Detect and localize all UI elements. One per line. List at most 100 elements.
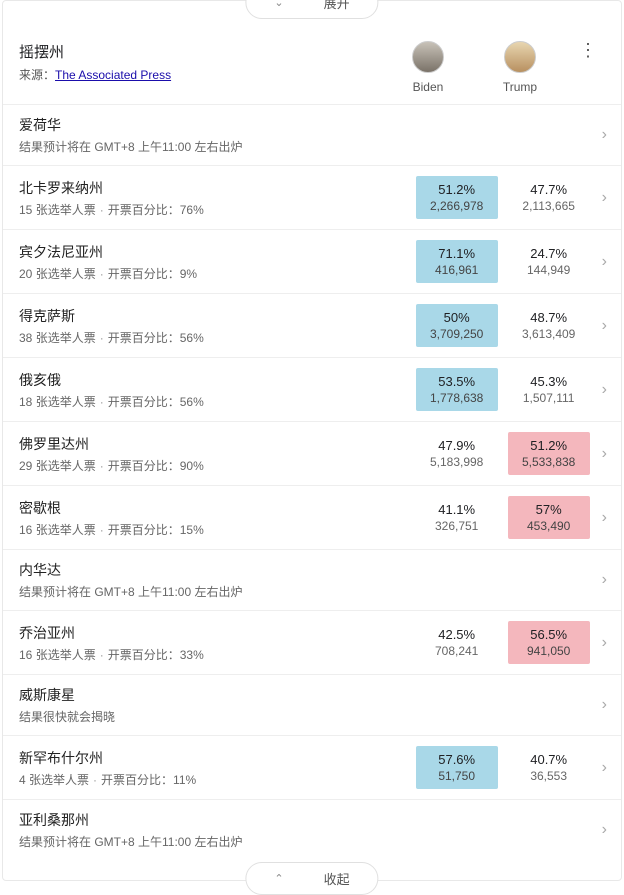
state-row[interactable]: 威斯康星结果很快就会揭晓›: [3, 674, 621, 735]
state-name: 亚利桑那州: [19, 810, 596, 830]
state-row[interactable]: 爱荷华结果预计将在 GMT+8 上午11:00 左右出炉›: [3, 104, 621, 165]
state-subtext: 结果预计将在 GMT+8 上午11:00 左右出炉: [19, 833, 596, 850]
chevron-right-icon: ›: [596, 317, 613, 335]
state-name: 内华达: [19, 560, 596, 580]
state-name: 宾夕法尼亚州: [19, 242, 416, 262]
electoral-votes-suffix: 张选举人票: [32, 331, 95, 345]
separator-dot: ·: [96, 523, 108, 537]
state-row[interactable]: 内华达结果预计将在 GMT+8 上午11:00 左右出炉›: [3, 549, 621, 610]
state-name: 乔治亚州: [19, 623, 416, 643]
reporting-prefix: 开票百分比：: [108, 395, 180, 409]
result-pct: 57.6%: [420, 752, 494, 767]
header-left: 摇摆州 来源：The Associated Press: [19, 41, 397, 83]
state-info: 得克萨斯 38 张选举人票·开票百分比：56%: [19, 306, 416, 346]
result-cell-trump: 48.7%3,613,409: [508, 304, 590, 347]
source-line: 来源：The Associated Press: [19, 66, 397, 83]
state-row[interactable]: 俄亥俄18 张选举人票·开票百分比：56%53.5%1,778,63845.3%…: [3, 357, 621, 421]
result-votes: 51,750: [420, 769, 494, 783]
candidate-biden-name: Biden: [397, 80, 459, 94]
result-pct: 56.5%: [512, 627, 586, 642]
chevron-right-icon: ›: [596, 634, 613, 652]
state-subtext: 29 张选举人票·开票百分比：90%: [19, 457, 416, 474]
state-name: 新罕布什尔州: [19, 748, 416, 768]
electoral-votes-suffix: 张选举人票: [26, 773, 89, 787]
reporting-value: 11%: [173, 773, 196, 787]
result-pct: 53.5%: [420, 374, 494, 389]
result-pct: 42.5%: [420, 627, 494, 642]
state-row[interactable]: 乔治亚州16 张选举人票·开票百分比：33%42.5%708,24156.5%9…: [3, 610, 621, 674]
reporting-prefix: 开票百分比：: [108, 648, 180, 662]
source-link[interactable]: The Associated Press: [55, 68, 171, 82]
result-cell-trump: 47.7%2,113,665: [508, 176, 590, 219]
result-cell-trump: 45.3% 1,507,111: [508, 368, 590, 411]
result-cell-trump: 57%453,490: [508, 496, 590, 539]
chevron-right-icon: ›: [596, 821, 613, 839]
electoral-votes: 16: [19, 648, 32, 662]
result-pct: 51.2%: [420, 182, 494, 197]
chevron-right-icon: ›: [596, 126, 613, 144]
state-info: 乔治亚州16 张选举人票·开票百分比：33%: [19, 623, 416, 663]
result-cell-biden: 71.1%416,961: [416, 240, 498, 283]
chevron-down-icon: ⌄: [274, 0, 283, 9]
state-name: 俄亥俄: [19, 370, 416, 390]
electoral-votes: 4: [19, 773, 26, 787]
electoral-votes-suffix: 张选举人票: [32, 203, 95, 217]
chevron-right-icon: ›: [596, 509, 613, 527]
chevron-right-icon: ›: [596, 571, 613, 589]
state-info: 宾夕法尼亚州20 张选举人票·开票百分比：9%: [19, 242, 416, 282]
collapse-button[interactable]: ⌃ 收起: [245, 862, 378, 895]
separator-dot: ·: [96, 267, 108, 281]
states-list: 爱荷华结果预计将在 GMT+8 上午11:00 左右出炉›北卡罗来纳州15 张选…: [3, 104, 621, 860]
result-votes: 36,553: [512, 769, 586, 783]
result-votes: 1,778,638: [420, 391, 494, 405]
reporting-value: 33%: [180, 648, 204, 662]
state-row[interactable]: 得克萨斯 38 张选举人票·开票百分比：56%50%3,709,25048.7%3…: [3, 293, 621, 357]
electoral-votes: 20: [19, 267, 32, 281]
reporting-value: 76%: [180, 203, 204, 217]
result-cells: 41.1%326,75157%453,490: [416, 496, 590, 539]
state-name: 爱荷华: [19, 115, 596, 135]
result-cell-biden: 42.5%708,241: [416, 621, 498, 664]
state-row[interactable]: 亚利桑那州结果预计将在 GMT+8 上午11:00 左右出炉›: [3, 799, 621, 860]
reporting-prefix: 开票百分比：: [108, 331, 180, 345]
chevron-right-icon: ›: [596, 445, 613, 463]
state-info: 威斯康星结果很快就会揭晓: [19, 685, 596, 725]
result-cell-biden: 53.5% 1,778,638: [416, 368, 498, 411]
result-pct: 45.3%: [512, 374, 586, 389]
result-pct: 50%: [420, 310, 494, 325]
separator-dot: ·: [96, 648, 108, 662]
result-pct: 51.2%: [512, 438, 586, 453]
result-cell-trump: 56.5%941,050: [508, 621, 590, 664]
state-row[interactable]: 新罕布什尔州4 张选举人票·开票百分比：11%57.6%51,75040.7%3…: [3, 735, 621, 799]
candidate-biden: Biden: [397, 41, 459, 94]
state-subtext: 38 张选举人票·开票百分比：56%: [19, 329, 416, 346]
state-row[interactable]: 佛罗里达州29 张选举人票·开票百分比：90%47.9%5,183,99851.…: [3, 421, 621, 485]
electoral-votes: 15: [19, 203, 32, 217]
candidates-header: Biden Trump: [397, 41, 551, 94]
chevron-right-icon: ›: [596, 253, 613, 271]
result-cells: 71.1%416,96124.7%144,949: [416, 240, 590, 283]
separator-dot: ·: [96, 459, 108, 473]
chevron-right-icon: ›: [596, 696, 613, 714]
state-name: 得克萨斯: [19, 306, 416, 326]
state-name: 威斯康星: [19, 685, 596, 705]
reporting-value: 56%: [180, 395, 204, 409]
state-info: 北卡罗来纳州15 张选举人票·开票百分比：76%: [19, 178, 416, 218]
result-cells: 47.9%5,183,99851.2%5,533,838: [416, 432, 590, 475]
chevron-up-icon: ⌃: [274, 872, 283, 885]
result-pct: 48.7%: [512, 310, 586, 325]
reporting-value: 15%: [180, 523, 204, 537]
result-pct: 24.7%: [512, 246, 586, 261]
result-cells: 50%3,709,25048.7%3,613,409: [416, 304, 590, 347]
electoral-votes-suffix: 张选举人票: [32, 459, 95, 473]
expand-button[interactable]: ⌄ 展开: [245, 0, 378, 19]
state-row[interactable]: 宾夕法尼亚州20 张选举人票·开票百分比：9%71.1%416,96124.7%…: [3, 229, 621, 293]
more-options-icon[interactable]: ⋮: [571, 41, 605, 60]
result-pct: 47.7%: [512, 182, 586, 197]
result-votes: 1,507,111: [512, 391, 586, 405]
state-subtext: 16 张选举人票·开票百分比：15%: [19, 521, 416, 538]
state-row[interactable]: 密歇根16 张选举人票·开票百分比：15%41.1%326,75157%453,…: [3, 485, 621, 549]
state-row[interactable]: 北卡罗来纳州15 张选举人票·开票百分比：76%51.2%2,266,97847…: [3, 165, 621, 229]
electoral-votes: 29: [19, 459, 32, 473]
result-pct: 40.7%: [512, 752, 586, 767]
